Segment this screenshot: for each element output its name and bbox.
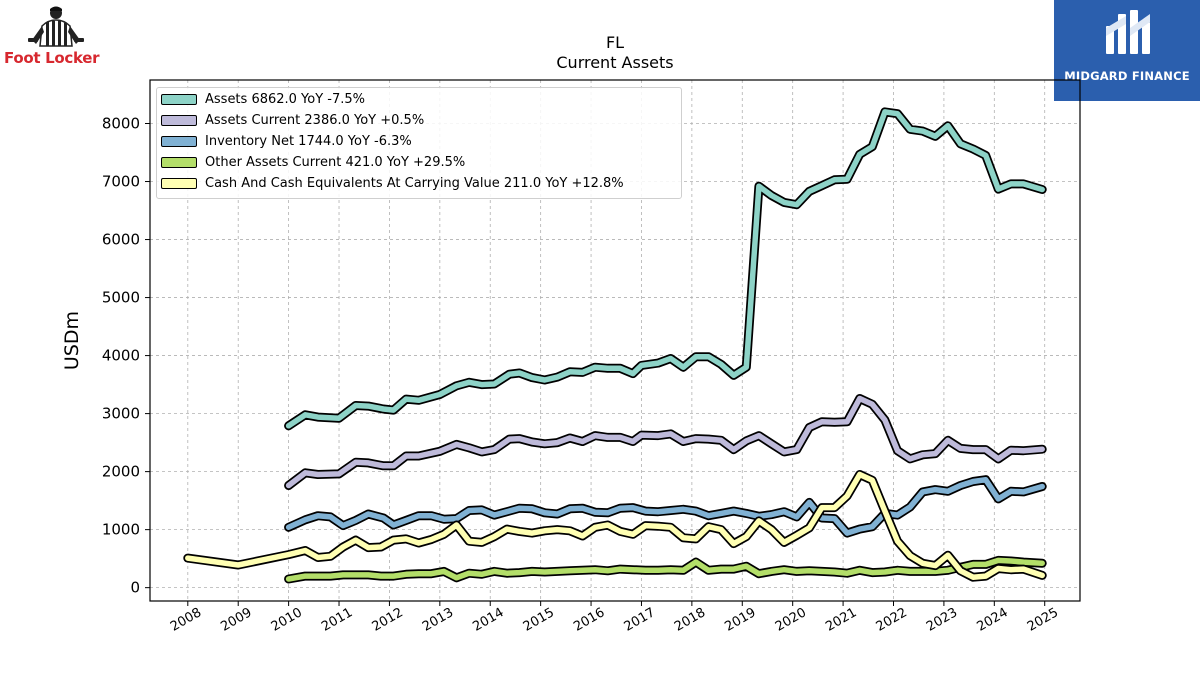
series-line-cash-and-cash-equivalents-at-carrying-value: [185, 471, 1045, 580]
x-tick-label: 2024: [974, 605, 1010, 635]
x-tick-label: 2008: [168, 605, 204, 635]
x-tick-label: 2020: [773, 605, 809, 635]
logo-wordmark: Foot Locker: [4, 49, 100, 67]
legend-swatch-inventory-net: [161, 136, 197, 147]
x-tick-label: 2018: [672, 605, 708, 635]
y-tick-label: 0: [130, 579, 140, 597]
y-axis-label: USDm: [61, 311, 83, 370]
legend-label-assets-current: Assets Current 2386.0 YoY +0.5%: [205, 113, 425, 128]
chart-title: FL: [605, 33, 625, 52]
legend: Assets 6862.0 YoY -7.5% Assets Current 2…: [156, 87, 682, 199]
x-tick-label: 2016: [571, 605, 607, 635]
midgard-finance-badge: MIDGARD FINANCE: [1054, 0, 1200, 101]
y-tick-label: 6000: [102, 231, 140, 249]
legend-swatch-assets: [161, 94, 197, 105]
x-tick-label: 2021: [823, 605, 859, 635]
y-tick-label: 5000: [102, 289, 140, 307]
x-tick-label: 2012: [370, 605, 406, 635]
series-line-outline-assets-current: [284, 394, 1047, 490]
referee-icon: [28, 6, 84, 47]
series-line-inventory-net: [285, 476, 1045, 536]
series-layer: [183, 107, 1047, 584]
x-tick-label: 2025: [1025, 605, 1061, 635]
legend-swatch-cash: [161, 178, 197, 189]
x-tick-label: 2015: [521, 605, 557, 635]
x-axis: 2008 2009 2010 2011 2012 2013 2014 2015 2016 2017…: [168, 601, 1061, 635]
y-tick-label: 4000: [102, 347, 140, 365]
legend-label-assets: Assets 6862.0 YoY -7.5%: [205, 92, 366, 107]
x-tick-label: 2013: [420, 605, 456, 635]
series-line-other-assets-current: [285, 557, 1045, 582]
plot-frame: [149, 79, 1081, 602]
y-tick-label: 2000: [102, 463, 140, 481]
x-tick-label: 2017: [622, 605, 658, 635]
x-tick-label: 2022: [874, 605, 910, 635]
badge-wordmark: MIDGARD FINANCE: [1064, 69, 1190, 83]
x-tick-label: 2019: [722, 605, 758, 635]
legend-label-cash: Cash And Cash Equivalents At Carrying Va…: [205, 176, 624, 191]
chart-subtitle: Current Assets: [556, 53, 674, 72]
x-tick-label: 2009: [218, 605, 254, 635]
legend-label-inventory-net: Inventory Net 1744.0 YoY -6.3%: [205, 134, 412, 149]
midgard-logo-icon: [1106, 10, 1150, 54]
series-line-assets-current: [285, 395, 1045, 489]
series-line-assets: [285, 109, 1045, 429]
y-tick-label: 1000: [102, 521, 140, 539]
y-axis: 0 1000 2000 3000 4000 5000 6000 7000 8000: [102, 115, 150, 597]
legend-swatch-other-assets-current: [161, 157, 197, 168]
foot-locker-logo: Foot Locker: [0, 0, 112, 72]
y-tick-label: 7000: [102, 173, 140, 191]
y-tick-label: 3000: [102, 405, 140, 423]
x-tick-label: 2023: [924, 605, 960, 635]
x-tick-label: 2011: [319, 605, 355, 635]
legend-label-other-assets-current: Other Assets Current 421.0 YoY +29.5%: [205, 155, 466, 170]
x-tick-label: 2014: [470, 605, 506, 635]
legend-swatch-assets-current: [161, 115, 197, 126]
y-tick-label: 8000: [102, 115, 140, 133]
x-tick-label: 2010: [269, 605, 305, 635]
